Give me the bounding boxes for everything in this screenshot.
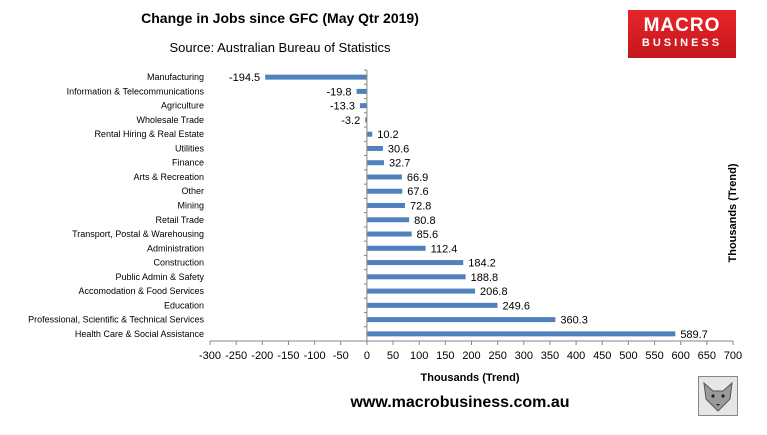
category-label: Transport, Postal & Warehousing xyxy=(72,229,204,239)
value-label: -194.5 xyxy=(229,72,260,84)
category-label: Accomodation & Food Services xyxy=(78,286,204,296)
category-label: Professional, Scientific & Technical Ser… xyxy=(28,315,204,325)
x-tick-label: 100 xyxy=(410,350,428,362)
bar xyxy=(265,74,367,80)
x-tick-label: 200 xyxy=(462,350,480,362)
x-tick-label: 450 xyxy=(593,350,611,362)
value-label: -3.2 xyxy=(341,115,360,127)
macrobusiness-logo: MACRO BUSINESS xyxy=(628,10,736,58)
bar-group xyxy=(265,74,676,337)
x-tick-label: 550 xyxy=(645,350,663,362)
value-label: 10.2 xyxy=(377,129,398,141)
x-tick-label: 0 xyxy=(364,350,370,362)
x-tick-label: -250 xyxy=(225,350,247,362)
value-label: 80.8 xyxy=(414,215,435,227)
chart-title: Change in Jobs since GFC (May Qtr 2019) xyxy=(141,10,419,26)
bar xyxy=(366,203,405,208)
x-tick-label: -50 xyxy=(333,350,349,362)
category-label: Administration xyxy=(147,243,204,253)
x-tick-label: 500 xyxy=(619,350,637,362)
bar xyxy=(366,260,464,266)
website-url: www.macrobusiness.com.au xyxy=(350,394,570,411)
bar xyxy=(366,274,466,280)
value-label: 30.6 xyxy=(388,143,409,155)
value-label: 589.7 xyxy=(680,329,708,341)
bar xyxy=(365,117,367,123)
y-axis-label-right: Thousands (Trend) xyxy=(727,163,739,262)
bar xyxy=(366,317,556,323)
bar xyxy=(366,331,676,337)
logo-line-2: BUSINESS xyxy=(641,37,723,49)
x-tick-label: -200 xyxy=(251,350,273,362)
x-axis-label: Thousands (Trend) xyxy=(421,372,520,384)
value-label-group: -194.5 -19.8 -13.3 -3.2 10.2 30.6 32.7 66.9 67.6… xyxy=(229,72,708,341)
bar xyxy=(366,302,498,308)
fox-logo-icon xyxy=(698,376,738,416)
value-label: 184.2 xyxy=(468,258,496,270)
x-tick-label: 50 xyxy=(387,350,399,362)
x-tick-label: -300 xyxy=(199,350,221,362)
x-tick-label: 600 xyxy=(672,350,690,362)
category-label: Mining xyxy=(177,201,204,211)
bar xyxy=(366,231,412,237)
value-label: 249.6 xyxy=(502,300,530,312)
x-tick-label: -150 xyxy=(277,350,299,362)
value-label: 67.6 xyxy=(407,186,428,198)
category-label: Information & Telecommunications xyxy=(67,86,205,96)
value-label: 206.8 xyxy=(480,286,508,298)
category-label-group: Manufacturing Information & Telecommunica… xyxy=(28,72,204,339)
x-tick-label: 150 xyxy=(436,350,454,362)
bar xyxy=(366,217,410,223)
category-label: Agriculture xyxy=(161,101,204,111)
category-label: Construction xyxy=(153,258,204,268)
category-label: Public Admin & Safety xyxy=(115,272,204,282)
axes-group: -300 -250 -200 -150 -100 -50 0 50 100 150 200 250 30… xyxy=(199,69,742,362)
x-tick-label: 700 xyxy=(724,350,742,362)
value-label: 72.8 xyxy=(410,201,431,213)
bar xyxy=(366,145,383,151)
value-label: 112.4 xyxy=(431,243,458,255)
value-label: 188.8 xyxy=(471,272,499,284)
category-label: Retail Trade xyxy=(155,215,204,225)
value-label: 360.3 xyxy=(560,315,588,327)
value-label: -13.3 xyxy=(330,101,355,113)
value-label: 66.9 xyxy=(407,172,428,184)
value-label: -19.8 xyxy=(326,86,351,98)
value-label: 85.6 xyxy=(417,229,438,241)
category-label: Education xyxy=(164,300,204,310)
x-tick-label: -100 xyxy=(304,350,326,362)
bar xyxy=(356,88,367,94)
logo-line-1: MACRO xyxy=(643,15,721,36)
x-tick-label: 400 xyxy=(567,350,585,362)
x-tick-label: 250 xyxy=(488,350,506,362)
chart-source: Source: Australian Bureau of Statistics xyxy=(169,40,391,55)
category-label: Finance xyxy=(172,158,204,168)
bar xyxy=(366,160,385,166)
bar xyxy=(366,288,476,294)
x-tick-label: 350 xyxy=(541,350,559,362)
bar xyxy=(366,131,373,137)
bar xyxy=(366,188,403,194)
x-tick-label: 650 xyxy=(698,350,716,362)
bar xyxy=(366,174,402,180)
category-label: Rental Hiring & Real Estate xyxy=(94,129,204,139)
bar xyxy=(366,245,426,251)
category-label: Wholesale Trade xyxy=(136,115,204,125)
category-label: Arts & Recreation xyxy=(133,172,204,182)
category-label: Health Care & Social Assistance xyxy=(75,329,204,339)
x-tick-label: 300 xyxy=(515,350,533,362)
category-label: Other xyxy=(181,186,204,196)
category-label: Utilities xyxy=(175,143,205,153)
category-label: Manufacturing xyxy=(147,72,204,82)
value-label: 32.7 xyxy=(389,158,410,170)
bar xyxy=(359,103,367,109)
